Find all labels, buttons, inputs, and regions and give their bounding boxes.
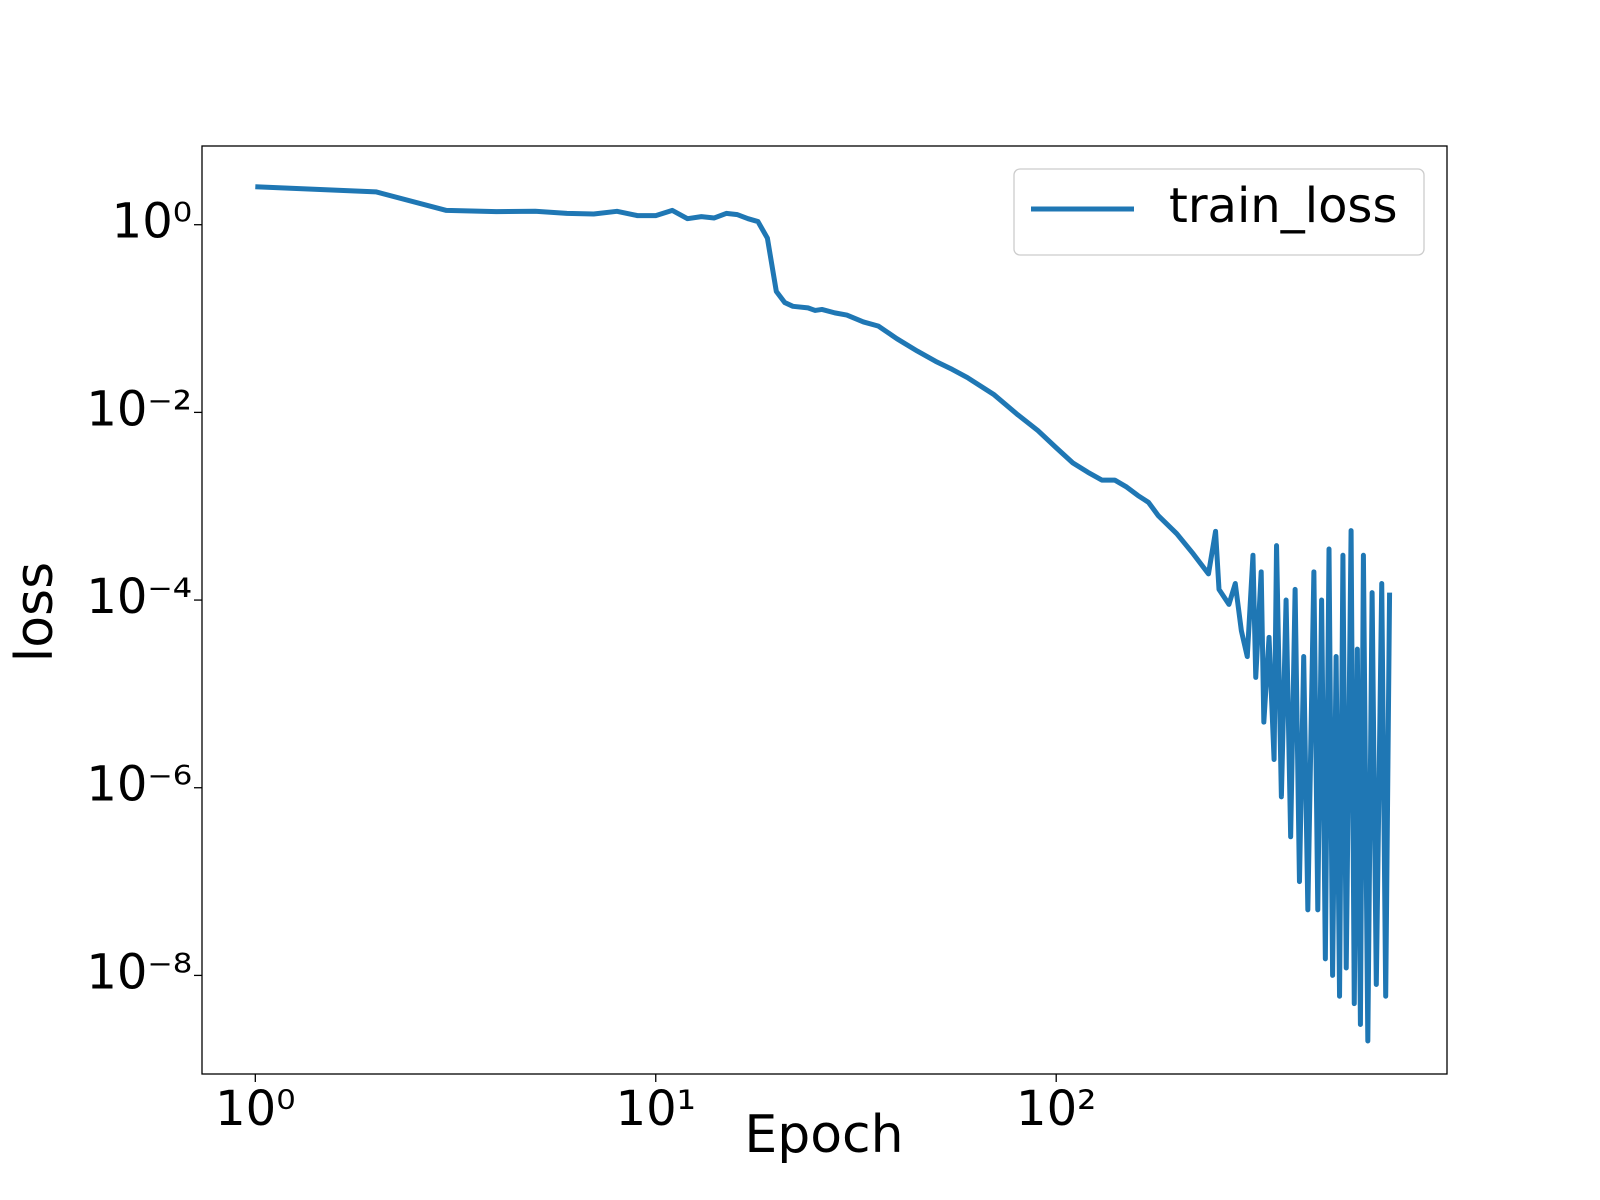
x-axis-label: Epoch [744,1105,903,1165]
plot-frame [201,145,1448,1075]
y-tick-label: 10⁻² [86,381,192,437]
x-tick-label: 10² [1016,1081,1096,1137]
y-tick-label: 10⁻⁴ [86,569,192,625]
legend-label: train_loss [1169,178,1397,234]
y-tick-label: 10⁻⁸ [86,944,192,1000]
y-tick-label: 10⁰ [112,194,192,250]
line-series [255,184,1393,1044]
x-tick-label: 10¹ [616,1081,696,1137]
x-tick-label: 10⁰ [215,1081,295,1137]
legend-box [1013,168,1425,256]
y-tick-label: 10⁻⁶ [86,757,192,813]
y-axis-label: loss [5,562,65,662]
